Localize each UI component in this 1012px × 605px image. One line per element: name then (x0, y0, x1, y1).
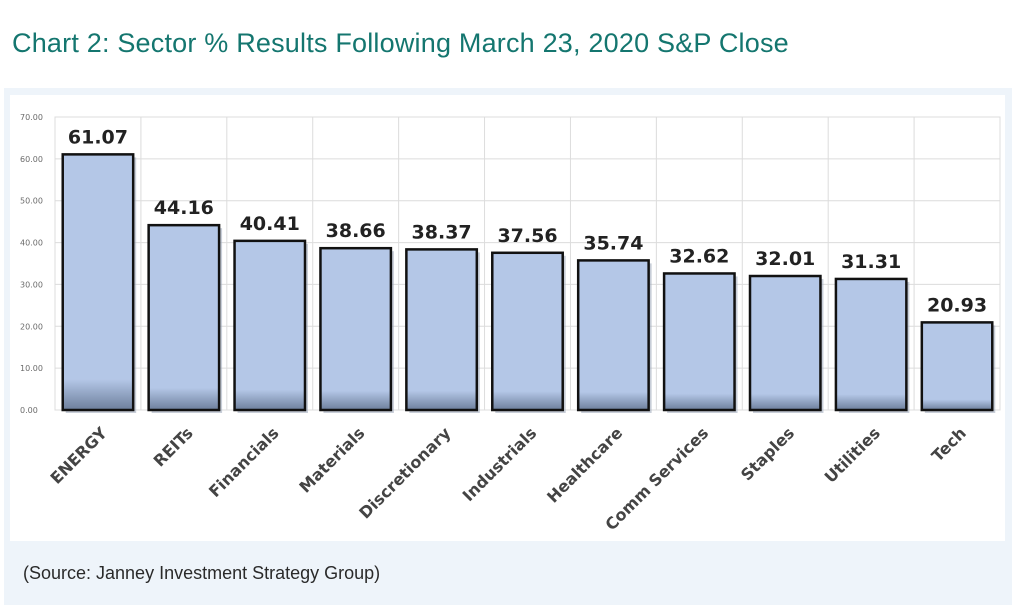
y-tick-label: 40.00 (20, 239, 43, 248)
bar-financials (233, 239, 307, 412)
bar-tech (920, 321, 994, 412)
bar-industrials (491, 251, 564, 412)
data-label: 37.56 (497, 225, 557, 247)
data-label: 32.62 (669, 245, 729, 267)
x-tick-label: ENERGY (46, 423, 111, 488)
y-tick-label: 50.00 (20, 197, 43, 206)
x-tick-label: Materials (295, 423, 368, 496)
bar-comm-services (662, 272, 736, 412)
page-title: Chart 2: Sector % Results Following Marc… (12, 28, 789, 58)
x-tick-label: Staples (737, 423, 798, 484)
chart-panel: 0.00 10.00 20.00 30.00 40.00 50.00 60.00 70.00 6… (4, 88, 1012, 605)
y-tick-label: 0.00 (20, 406, 38, 415)
data-label: 38.66 (326, 220, 386, 242)
data-label: 32.01 (755, 248, 815, 270)
x-tick-label: Utilities (821, 423, 884, 486)
x-tick-label: Healthcare (543, 423, 626, 506)
data-label: 20.93 (927, 294, 987, 316)
data-label: 35.74 (583, 232, 643, 254)
bar-chart: 0.00 10.00 20.00 30.00 40.00 50.00 60.00 70.00 6… (20, 113, 1001, 534)
bar-materials (319, 246, 393, 412)
y-tick-label: 60.00 (20, 155, 43, 164)
y-tick-label: 30.00 (20, 280, 43, 289)
data-label: 40.41 (240, 213, 300, 235)
data-label: 38.37 (412, 221, 472, 243)
y-tick-label: 10.00 (20, 364, 43, 373)
bar-utilities (834, 277, 908, 412)
bar-healthcare (576, 259, 650, 412)
x-tick-label: Financials (205, 423, 283, 501)
chart-area: 0.00 10.00 20.00 30.00 40.00 50.00 60.00 70.00 6… (10, 95, 1005, 541)
data-label: 61.07 (68, 126, 128, 148)
x-tick-label: Industrials (459, 423, 541, 505)
bar-energy (61, 153, 135, 412)
x-tick-label: Discretionary (355, 423, 455, 523)
x-tick-label: Tech (928, 423, 970, 465)
y-tick-label: 70.00 (20, 113, 43, 122)
x-tick-label: REITs (150, 423, 197, 470)
data-label: 31.31 (841, 251, 901, 273)
y-tick-label: 20.00 (20, 322, 43, 331)
source-note: (Source: Janney Investment Strategy Grou… (23, 563, 381, 583)
bar-staples (748, 274, 822, 412)
data-label: 44.16 (154, 197, 214, 219)
bar-reits (147, 223, 221, 412)
bar-discretionary (405, 248, 479, 412)
